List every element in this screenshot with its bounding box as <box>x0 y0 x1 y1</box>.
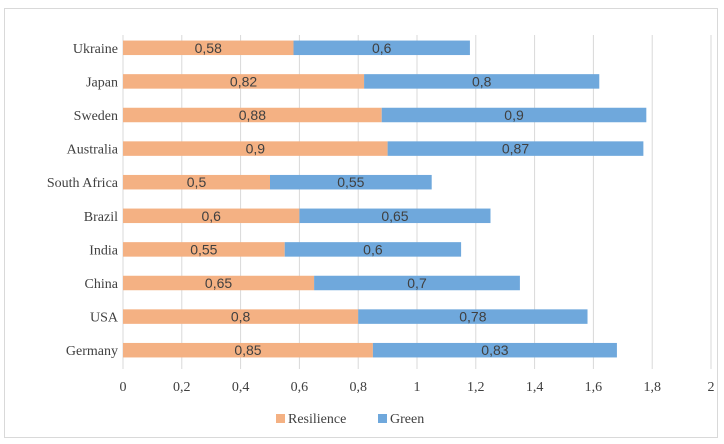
data-label: 0,87 <box>502 141 529 157</box>
x-tick-label: 0,6 <box>291 380 309 395</box>
bar-green <box>270 174 432 190</box>
bar-green <box>299 208 491 224</box>
category-label: South Africa <box>47 176 119 191</box>
legend-label-green: Green <box>390 412 424 427</box>
category-label: China <box>85 277 119 292</box>
x-tick-label: 0 <box>120 380 127 395</box>
data-label: 0,55 <box>190 241 217 257</box>
category-label: Brazil <box>84 210 118 225</box>
data-label: 0,88 <box>239 107 266 123</box>
bar-green <box>372 342 617 358</box>
bar-resilience <box>123 242 285 257</box>
bar-resilience <box>123 342 373 358</box>
data-label: 0,8 <box>472 73 492 89</box>
legend-swatch-resilience <box>276 414 285 423</box>
bar-resilience <box>123 309 359 324</box>
bar-resilience <box>123 174 270 190</box>
data-label: 0,55 <box>337 174 364 190</box>
data-label: 0,78 <box>459 309 486 325</box>
data-label: 0,58 <box>195 40 222 56</box>
bar-green <box>314 275 520 291</box>
data-label: 0,65 <box>205 275 232 291</box>
category-label: Australia <box>67 143 119 158</box>
data-label: 0,8 <box>231 309 251 325</box>
legend-label-resilience: Resilience <box>288 412 346 427</box>
bar-resilience <box>123 141 388 156</box>
bar-resilience <box>123 107 382 123</box>
category-label: Germany <box>66 344 118 359</box>
category-label: India <box>89 243 119 258</box>
category-label: USA <box>90 311 119 326</box>
x-tick-label: 1,2 <box>467 380 485 395</box>
x-tick-label: 0,2 <box>173 380 191 395</box>
chart-area: Ukraine 0,58 0,6 Japan 0,82 0,8 Sweden 0,88 0,9 A… <box>4 8 718 438</box>
category-label: Ukraine <box>73 42 118 57</box>
data-label: 0,65 <box>381 208 408 224</box>
data-label: 0,9 <box>504 107 524 123</box>
category-label: Sweden <box>74 109 118 124</box>
bar-green <box>284 242 462 257</box>
category-label: Japan <box>86 75 118 90</box>
bar-green <box>293 40 470 56</box>
data-label: 0,83 <box>481 342 508 358</box>
bar-green <box>387 141 644 156</box>
data-label: 0,7 <box>407 275 427 291</box>
data-label: 0,85 <box>234 342 261 358</box>
x-tick-label: 1 <box>414 380 421 395</box>
legend-swatch-green <box>378 414 387 423</box>
x-tick-label: 0,8 <box>349 380 367 395</box>
bar-green <box>358 309 588 324</box>
x-tick-label: 1,4 <box>526 380 544 395</box>
bar-resilience <box>123 208 300 224</box>
data-label: 0,5 <box>187 174 207 190</box>
x-tick-label: 2 <box>708 380 715 395</box>
x-tick-label: 1,6 <box>585 380 603 395</box>
data-label: 0,9 <box>246 141 266 157</box>
data-label: 0,6 <box>363 241 383 257</box>
data-label: 0,82 <box>230 73 257 89</box>
data-label: 0,6 <box>372 40 392 56</box>
x-tick-label: 1,8 <box>643 380 661 395</box>
bar-resilience <box>123 74 365 89</box>
x-tick-label: 0,4 <box>232 380 250 395</box>
bar-green <box>381 107 647 123</box>
bar-resilience <box>123 275 315 291</box>
bar-green <box>364 74 600 89</box>
data-label: 0,6 <box>201 208 221 224</box>
bar-resilience <box>123 40 294 56</box>
